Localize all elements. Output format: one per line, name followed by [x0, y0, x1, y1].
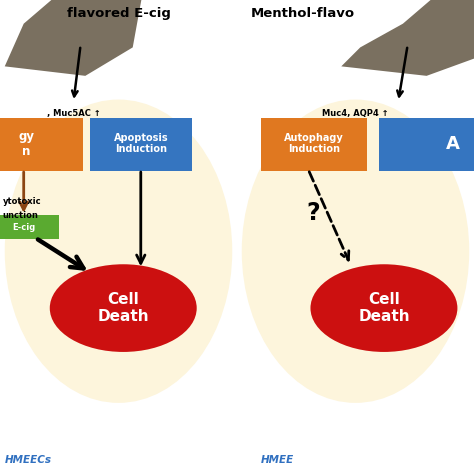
Text: flavored E-cig: flavored E-cig: [66, 7, 171, 20]
Text: A: A: [446, 135, 460, 153]
Text: Cell
Death: Cell Death: [98, 292, 149, 324]
Text: Muc4, AQP4 ↑: Muc4, AQP4 ↑: [322, 109, 389, 118]
Text: HMEECs: HMEECs: [5, 455, 52, 465]
FancyBboxPatch shape: [90, 118, 192, 171]
Text: , Muc5AC ↑: , Muc5AC ↑: [47, 109, 101, 118]
Text: ?: ?: [306, 201, 319, 225]
Text: gy
n: gy n: [18, 129, 34, 158]
FancyBboxPatch shape: [379, 118, 474, 171]
Polygon shape: [341, 0, 474, 76]
Ellipse shape: [242, 100, 469, 403]
Text: E-cig: E-cig: [12, 223, 36, 231]
Text: Autophagy
Induction: Autophagy Induction: [284, 133, 344, 155]
Text: HMEE: HMEE: [261, 455, 294, 465]
Ellipse shape: [310, 264, 457, 352]
FancyBboxPatch shape: [261, 118, 367, 171]
Ellipse shape: [5, 100, 232, 403]
Text: Cell
Death: Cell Death: [358, 292, 410, 324]
Polygon shape: [5, 0, 142, 76]
Text: Menthol-flavo: Menthol-flavo: [251, 7, 356, 20]
Text: ytotoxic: ytotoxic: [2, 197, 41, 206]
FancyBboxPatch shape: [0, 118, 83, 171]
FancyBboxPatch shape: [0, 215, 59, 239]
Text: unction: unction: [2, 211, 38, 220]
Text: Apoptosis
Induction: Apoptosis Induction: [113, 133, 168, 155]
Ellipse shape: [50, 264, 197, 352]
